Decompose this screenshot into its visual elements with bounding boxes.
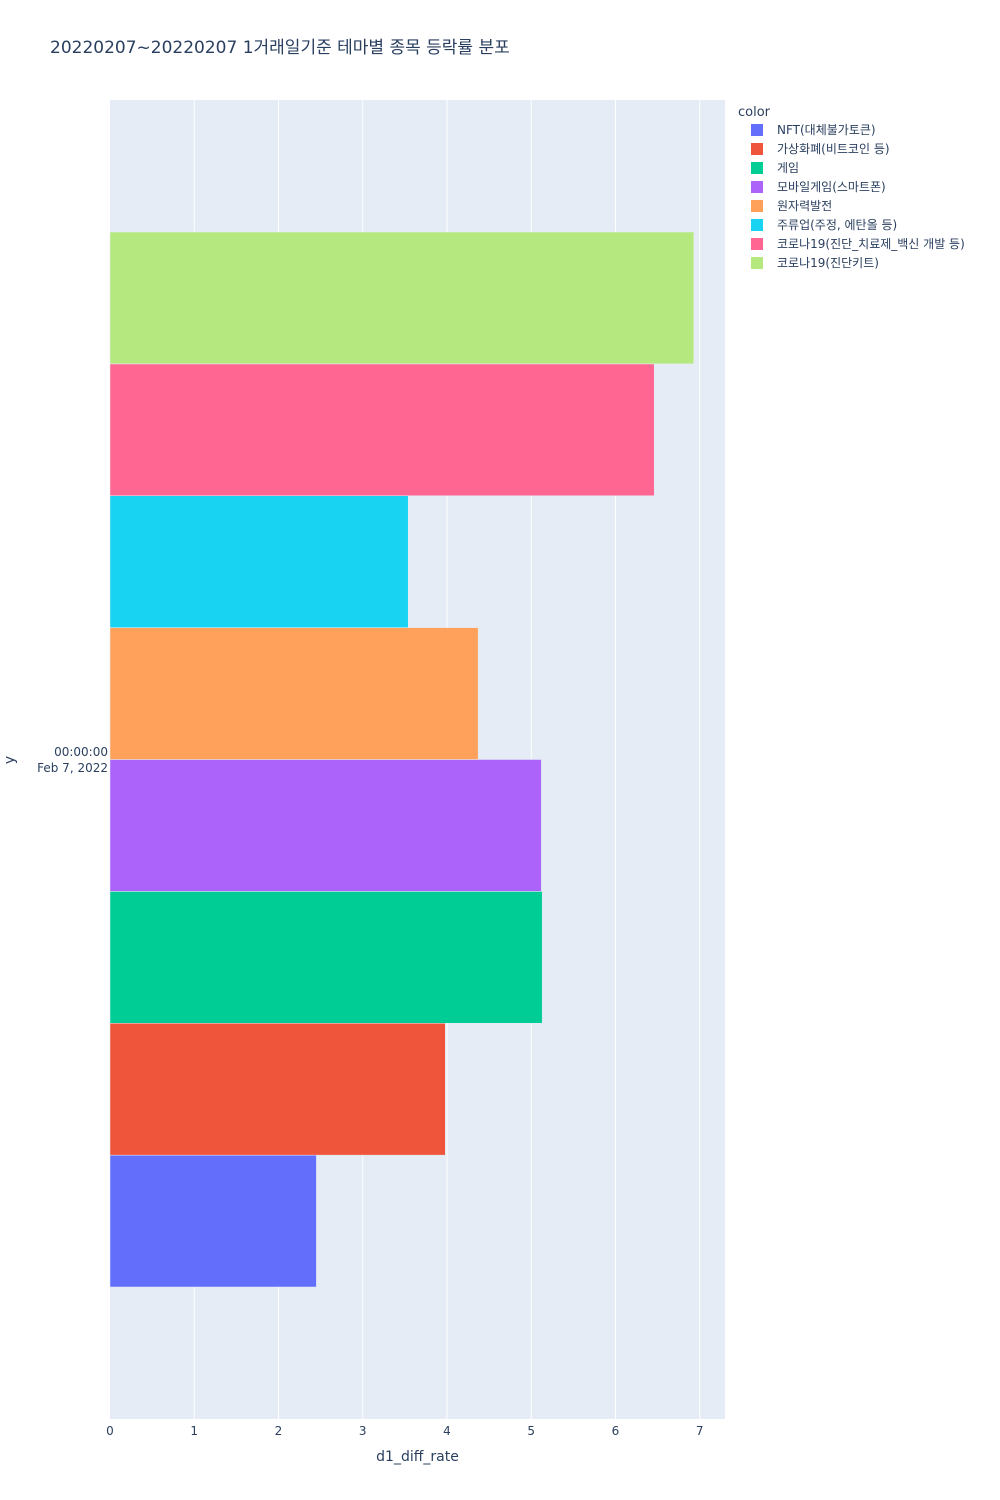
legend-label[interactable]: 코로나19(진단키트) bbox=[777, 256, 879, 270]
legend-label[interactable]: 가상화폐(비트코인 등) bbox=[777, 142, 890, 156]
bar-5[interactable] bbox=[109, 495, 409, 628]
legend-swatch[interactable] bbox=[751, 200, 763, 212]
y-axis-title: y bbox=[2, 756, 18, 764]
legend-swatch[interactable] bbox=[751, 181, 763, 193]
legend-swatch[interactable] bbox=[751, 162, 763, 174]
legend-swatch[interactable] bbox=[751, 257, 763, 269]
legend-swatch[interactable] bbox=[751, 124, 763, 136]
legend-label[interactable]: NFT(대체불가토큰) bbox=[777, 123, 876, 137]
x-tick-label: 1 bbox=[190, 1424, 198, 1438]
x-tick-label: 4 bbox=[443, 1424, 451, 1438]
bar-6[interactable] bbox=[109, 363, 655, 496]
legend-label[interactable]: 모바일게임(스마트폰) bbox=[777, 180, 886, 194]
x-axis-ticks: 0 1 2 3 4 5 6 7 bbox=[106, 1424, 703, 1438]
y-tick-label-date: Feb 7, 2022 bbox=[37, 761, 108, 775]
y-tick-label-time: 00:00:00 bbox=[54, 745, 108, 759]
legend-label[interactable]: 게임 bbox=[777, 161, 799, 175]
x-tick-label: 2 bbox=[275, 1424, 283, 1438]
legend-swatch[interactable] bbox=[751, 238, 763, 250]
legend-label[interactable]: 코로나19(진단_치료제_백신 개발 등) bbox=[777, 237, 965, 251]
legend-title: color bbox=[738, 105, 771, 120]
bar-1[interactable] bbox=[109, 1023, 446, 1156]
legend-label[interactable]: 원자력발전 bbox=[777, 199, 832, 213]
x-tick-label: 0 bbox=[106, 1424, 114, 1438]
y-axis-ticks: 00:00:00 Feb 7, 2022 bbox=[37, 745, 108, 775]
x-tick-label: 5 bbox=[527, 1424, 535, 1438]
bar-0[interactable] bbox=[109, 1154, 317, 1288]
x-tick-label: 7 bbox=[696, 1424, 704, 1438]
bar-2[interactable] bbox=[109, 891, 543, 1024]
legend: color NFT(대체불가토큰) 가상화폐(비트코인 등) 게임모바일게임(스마트… bbox=[738, 105, 965, 270]
bar-4[interactable] bbox=[109, 627, 479, 760]
legend-label[interactable]: 주류업(주정, 에탄올 등) bbox=[777, 218, 897, 232]
bar-7[interactable] bbox=[109, 231, 695, 365]
x-axis-title: d1_diff_rate bbox=[376, 1449, 459, 1465]
legend-swatch[interactable] bbox=[751, 143, 763, 155]
chart-title: 20220207~20220207 1거래일기준 테마별 종목 등락률 분포 bbox=[50, 38, 510, 58]
x-tick-label: 3 bbox=[359, 1424, 367, 1438]
bars bbox=[109, 231, 695, 1288]
legend-swatch[interactable] bbox=[751, 219, 763, 231]
bar-3[interactable] bbox=[109, 759, 542, 892]
x-tick-label: 6 bbox=[612, 1424, 620, 1438]
